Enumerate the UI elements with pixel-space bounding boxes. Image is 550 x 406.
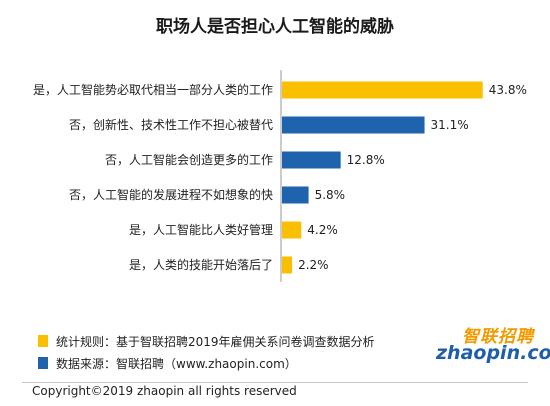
logo-cn-text: 智联招聘 <box>462 327 534 347</box>
data-label: 31.1% <box>431 118 469 132</box>
footer-divider <box>22 382 528 383</box>
bar <box>282 151 341 169</box>
category-label: 是，人工智能比人类好管理 <box>129 222 273 237</box>
legend-swatch-yes <box>38 335 48 347</box>
bar <box>282 81 483 99</box>
category-label: 是，人工智能势必取代相当一部分人类的工作 <box>33 82 273 97</box>
zhaopin-logo: 智联招聘 zhaopin.com <box>436 322 550 374</box>
data-label: 12.8% <box>347 153 385 167</box>
logo-en-text: zhaopin.com <box>436 342 550 364</box>
note-statistics-rule: 统计规则：基于智联招聘2019年雇佣关系问卷调查数据分析 <box>38 333 375 349</box>
note-data-source-text: 数据来源：智联招聘（www.zhaopin.com） <box>56 356 297 371</box>
data-label: 2.2% <box>298 258 329 272</box>
bar-chart: 是，人工智能势必取代相当一部分人类的工作 43.8% 否，创新性、技术性工作不担心被… <box>33 70 527 282</box>
bar <box>282 116 425 134</box>
category-label: 否，人工智能会创造更多的工作 <box>105 152 273 167</box>
bar <box>282 221 302 239</box>
legend-swatch-no <box>38 357 48 369</box>
note-data-source: 数据来源：智联招聘（www.zhaopin.com） <box>38 355 297 371</box>
note-statistics-rule-text: 统计规则：基于智联招聘2019年雇佣关系问卷调查数据分析 <box>56 334 375 349</box>
category-label: 是，人类的技能开始落后了 <box>129 257 273 272</box>
bar <box>282 186 309 204</box>
data-label: 43.8% <box>489 83 527 97</box>
bar <box>282 256 293 274</box>
category-label: 否，人工智能的发展进程不如想象的快 <box>69 187 273 202</box>
data-label: 4.2% <box>307 223 338 237</box>
category-label: 否，创新性、技术性工作不担心被替代 <box>69 117 273 132</box>
chart-title: 职场人是否担心人工智能的威胁 <box>156 17 394 37</box>
data-label: 5.8% <box>315 188 346 202</box>
copyright-text: Copyright©2019 zhaopin all rights reserv… <box>32 384 297 398</box>
